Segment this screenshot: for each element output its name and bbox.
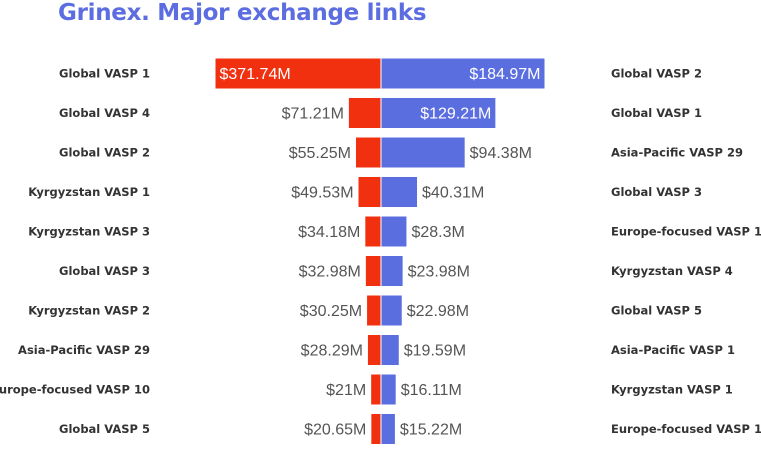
left-bar bbox=[215, 58, 381, 89]
left-category-label: Kyrgyzstan VASP 2 bbox=[28, 304, 150, 318]
left-category-label: Global VASP 3 bbox=[59, 264, 150, 278]
chart-title: Grinex. Major exchange links bbox=[58, 0, 427, 26]
left-category-label: Global VASP 1 bbox=[59, 67, 150, 81]
right-value-label: $40.31M bbox=[422, 185, 484, 202]
right-category-label: Kyrgyzstan VASP 4 bbox=[611, 264, 733, 278]
right-category-label: Europe-focused VASP 11 bbox=[611, 422, 761, 436]
right-value-label: $19.59M bbox=[404, 343, 466, 360]
left-value-label: $34.18M bbox=[298, 224, 360, 241]
left-bar bbox=[371, 414, 381, 444]
right-value-label: $94.38M bbox=[470, 145, 532, 162]
left-value-label: $71.21M bbox=[282, 106, 344, 123]
right-category-label: Global VASP 5 bbox=[611, 304, 702, 318]
right-value-label: $129.21M bbox=[420, 106, 491, 123]
right-value-label: $23.98M bbox=[408, 264, 470, 281]
right-bar bbox=[381, 295, 402, 326]
right-category-label: Global VASP 2 bbox=[611, 67, 702, 81]
right-bar bbox=[381, 137, 465, 168]
right-bar bbox=[381, 216, 407, 247]
left-value-label: $49.53M bbox=[291, 185, 353, 202]
left-category-label: Asia-Pacific VASP 29 bbox=[18, 343, 150, 357]
right-bar bbox=[381, 98, 496, 128]
left-bar bbox=[365, 256, 381, 286]
right-bar bbox=[381, 58, 545, 89]
right-category-label: Kyrgyzstan VASP 1 bbox=[611, 383, 733, 397]
right-value-label: $22.98M bbox=[407, 303, 469, 320]
left-category-label: Global VASP 4 bbox=[59, 106, 150, 120]
right-value-label: $15.22M bbox=[400, 422, 462, 439]
left-bar bbox=[371, 374, 381, 405]
left-value-label: $30.25M bbox=[300, 303, 362, 320]
right-category-label: Europe-focused VASP 10 bbox=[611, 225, 761, 239]
left-bar bbox=[367, 335, 381, 365]
left-bar bbox=[367, 295, 381, 326]
left-value-label: $28.29M bbox=[301, 343, 363, 360]
left-value-label: $32.98M bbox=[299, 264, 361, 281]
right-value-label: $184.97M bbox=[469, 66, 540, 83]
right-category-label: Asia-Pacific VASP 1 bbox=[611, 343, 735, 357]
right-bar bbox=[381, 256, 403, 286]
left-category-label: Global VASP 2 bbox=[59, 146, 150, 160]
left-bar bbox=[358, 177, 381, 207]
left-category-label: Kyrgyzstan VASP 3 bbox=[28, 225, 150, 239]
right-category-label: Global VASP 1 bbox=[611, 106, 702, 120]
left-value-label: $21M bbox=[326, 382, 366, 399]
left-value-label: $55.25M bbox=[289, 145, 351, 162]
right-value-label: $28.3M bbox=[411, 224, 464, 241]
right-bar bbox=[381, 414, 395, 444]
left-value-label: $371.74M bbox=[220, 66, 291, 83]
right-bar bbox=[381, 335, 399, 365]
left-bar bbox=[355, 137, 381, 168]
left-bar bbox=[365, 216, 381, 247]
left-category-label: Global VASP 5 bbox=[59, 422, 150, 436]
right-value-label: $16.11M bbox=[401, 382, 462, 399]
right-category-label: Global VASP 3 bbox=[611, 185, 702, 199]
left-value-label: $20.65M bbox=[304, 422, 366, 439]
left-category-label: Kyrgyzstan VASP 1 bbox=[28, 185, 150, 199]
right-bar bbox=[381, 177, 418, 207]
right-bar bbox=[381, 374, 396, 405]
left-bar bbox=[348, 98, 381, 128]
left-category-label: Europe-focused VASP 10 bbox=[0, 383, 150, 397]
right-category-label: Asia-Pacific VASP 29 bbox=[611, 146, 743, 160]
